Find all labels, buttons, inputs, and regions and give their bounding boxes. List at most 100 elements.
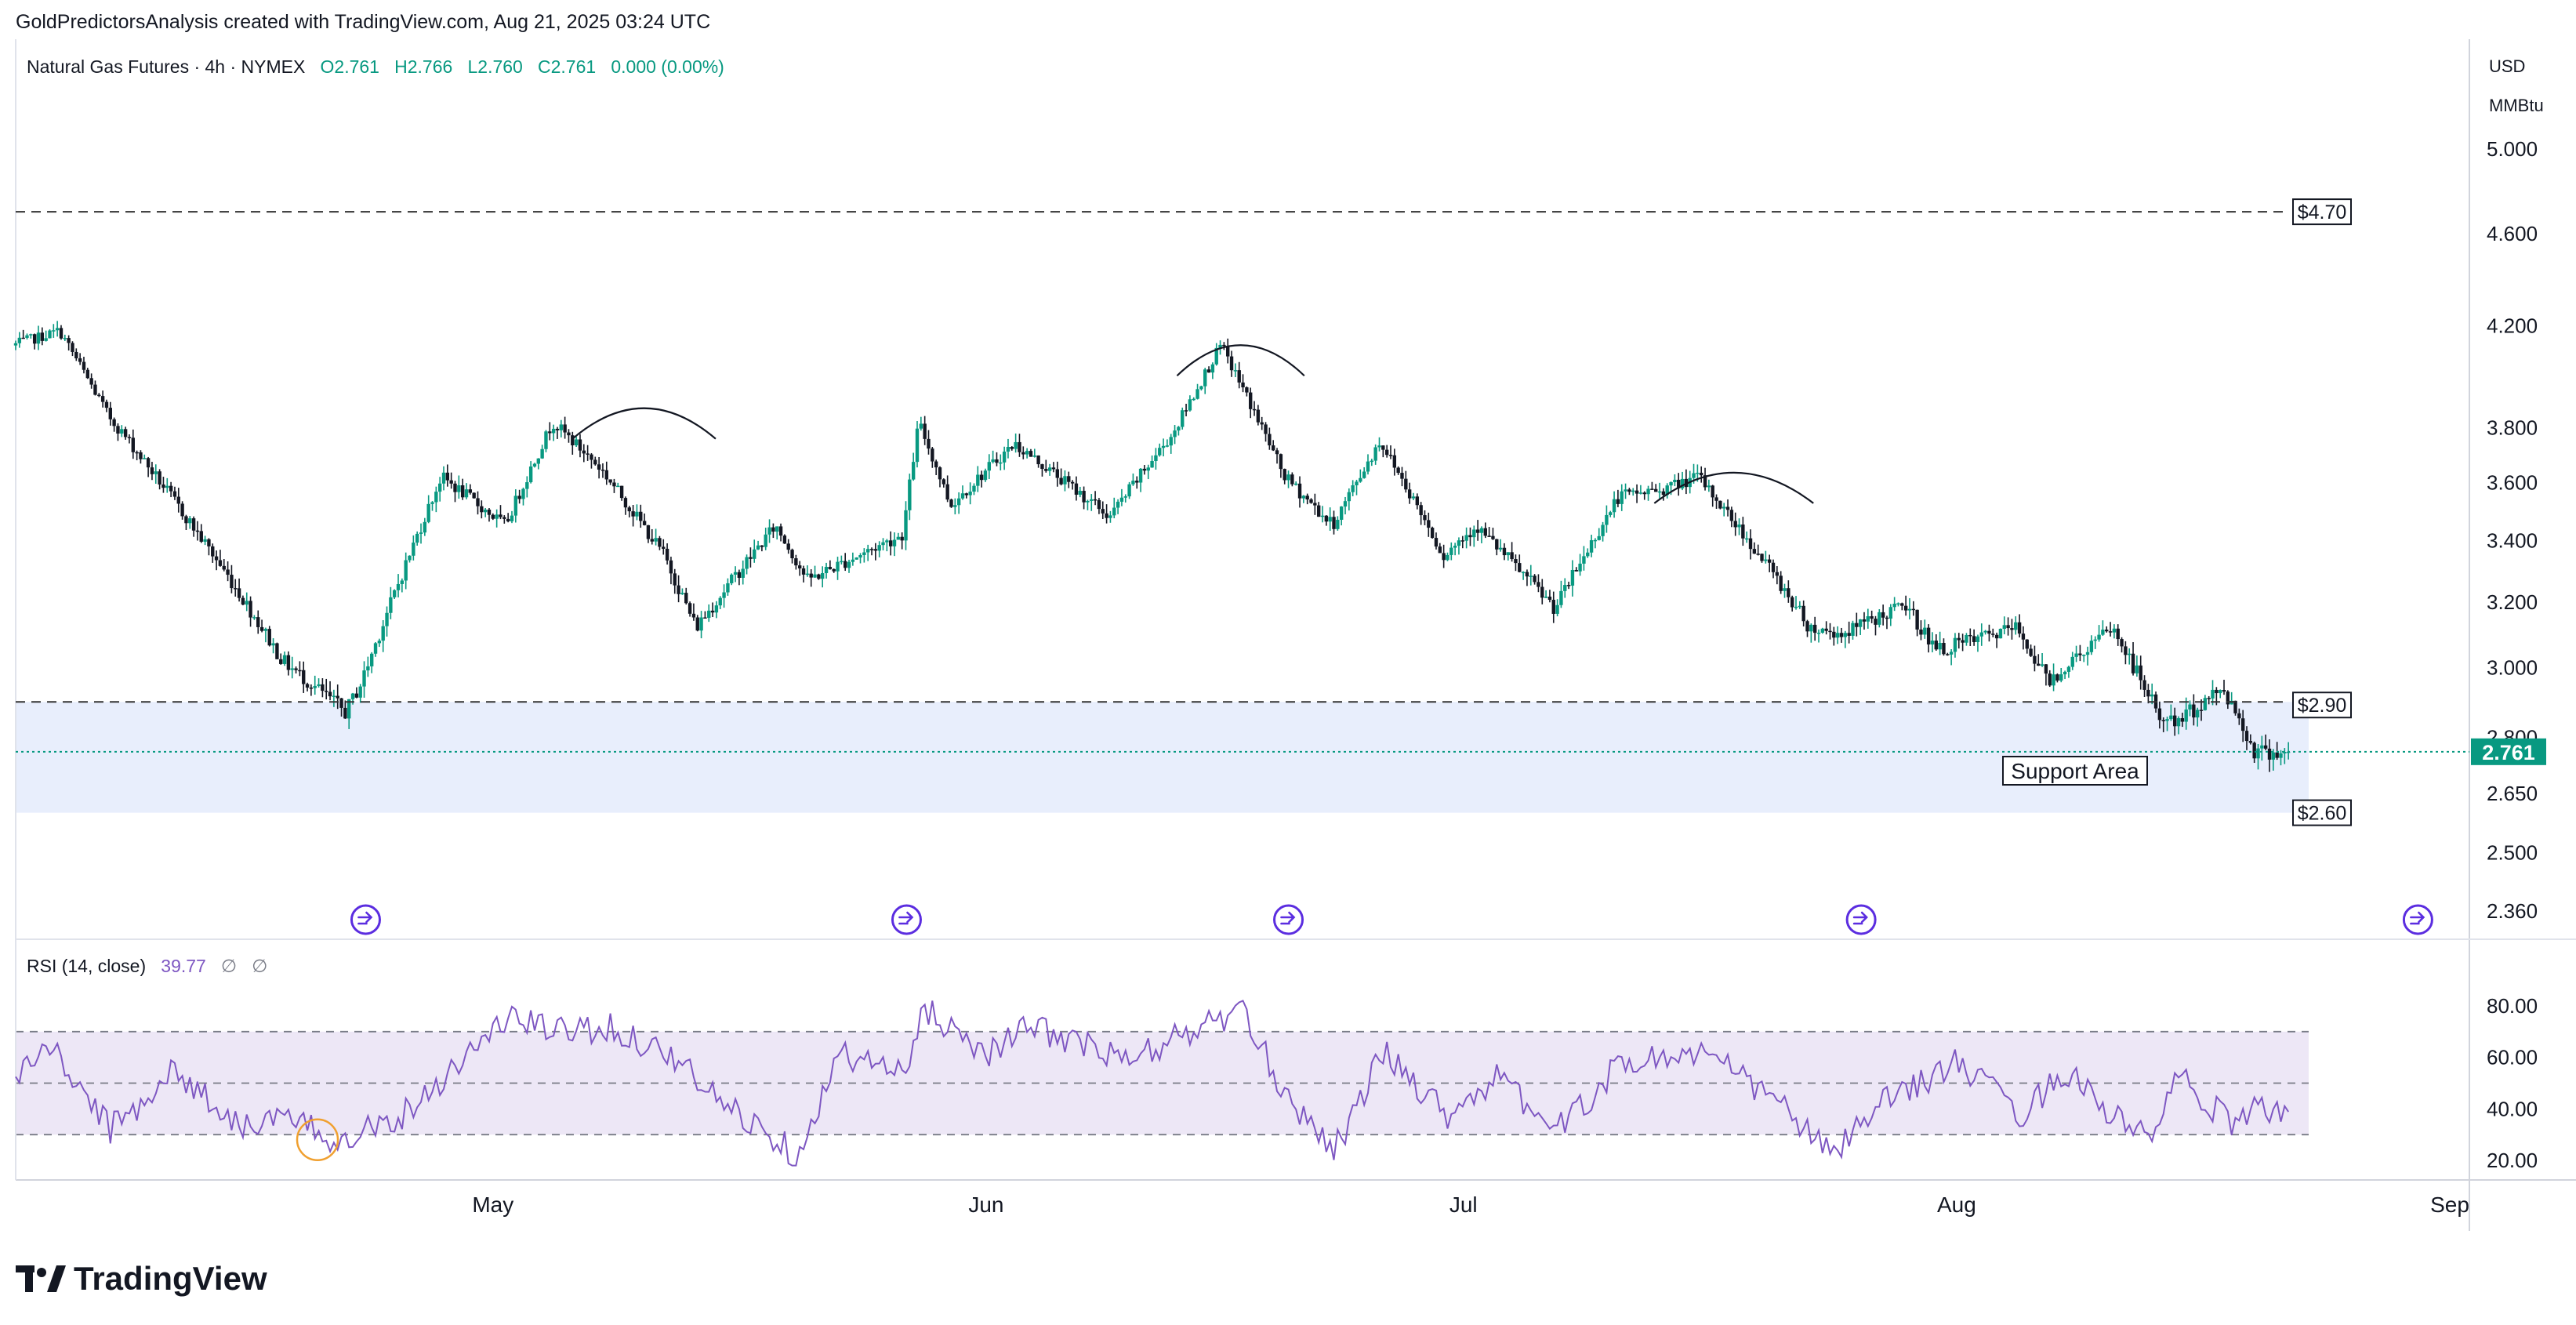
candle bbox=[1487, 527, 1491, 537]
event-marker-arrow-icon bbox=[2410, 911, 2425, 925]
candle bbox=[63, 334, 67, 341]
candle-body bbox=[1612, 499, 1616, 513]
candle bbox=[2142, 675, 2146, 698]
candle bbox=[487, 508, 492, 522]
candle-body bbox=[1082, 491, 1086, 503]
candle-body bbox=[2128, 653, 2132, 655]
event-marker[interactable] bbox=[1845, 904, 1877, 935]
candle-body bbox=[491, 514, 495, 519]
candle-body bbox=[1696, 472, 1700, 474]
candle-body bbox=[78, 358, 82, 362]
candle-body bbox=[722, 592, 726, 598]
level-label-support-top[interactable]: $2.90 bbox=[2298, 695, 2347, 717]
candle bbox=[726, 578, 730, 596]
candle bbox=[665, 543, 669, 565]
candle-body bbox=[517, 496, 521, 499]
candle bbox=[582, 444, 586, 463]
event-marker[interactable] bbox=[2402, 904, 2433, 935]
candle-body bbox=[521, 488, 525, 499]
candle bbox=[669, 557, 673, 585]
candle bbox=[2139, 655, 2142, 690]
candle-body bbox=[226, 569, 230, 575]
candle-body bbox=[1627, 489, 1631, 492]
event-marker[interactable] bbox=[1273, 904, 1304, 935]
candle bbox=[987, 454, 992, 480]
candle bbox=[590, 452, 593, 469]
candle bbox=[207, 538, 211, 556]
candle bbox=[1957, 633, 1961, 649]
candle bbox=[1991, 628, 1995, 637]
symbol-legend: Natural Gas Futures · 4h · NYMEX O2.761 … bbox=[27, 56, 724, 78]
candle-body bbox=[445, 472, 450, 481]
candle bbox=[1177, 426, 1181, 436]
event-marker[interactable] bbox=[350, 904, 381, 935]
candle-body bbox=[1547, 596, 1552, 601]
candle bbox=[1994, 632, 1999, 648]
candle-body bbox=[956, 498, 961, 506]
candle bbox=[1998, 628, 2003, 639]
candle-body bbox=[1184, 410, 1188, 412]
candle bbox=[1067, 471, 1071, 488]
candle bbox=[1366, 454, 1370, 475]
candle-body bbox=[650, 539, 654, 542]
candle-body bbox=[1487, 535, 1491, 537]
candle bbox=[2252, 741, 2256, 764]
level-label-support-bottom[interactable]: $2.60 bbox=[2298, 803, 2347, 825]
candle bbox=[1199, 385, 1203, 391]
candle-body bbox=[1146, 467, 1150, 471]
candle bbox=[89, 373, 93, 389]
candle-body bbox=[317, 684, 321, 686]
level-label-resistance[interactable]: $4.70 bbox=[2298, 201, 2347, 223]
candle-body bbox=[2037, 663, 2041, 666]
event-marker-circle bbox=[891, 904, 922, 935]
current-price-label: 2.761 bbox=[2482, 741, 2535, 764]
candle-body bbox=[1748, 538, 1753, 550]
candle-body bbox=[2078, 653, 2082, 655]
tradingview-logo[interactable]: TradingView bbox=[16, 1260, 267, 1298]
event-marker[interactable] bbox=[891, 904, 922, 935]
candle-body bbox=[756, 545, 760, 550]
candle bbox=[1305, 493, 1309, 505]
candle-body bbox=[2124, 646, 2128, 655]
candle-body bbox=[305, 684, 310, 688]
candle-body bbox=[2173, 715, 2177, 727]
candle-body bbox=[506, 518, 510, 521]
candle bbox=[1438, 543, 1442, 554]
candle-body bbox=[619, 485, 624, 499]
candle-body bbox=[354, 693, 359, 698]
candle bbox=[370, 652, 374, 673]
candle bbox=[1203, 368, 1207, 394]
candle bbox=[877, 541, 881, 557]
candle bbox=[824, 562, 829, 579]
candle bbox=[737, 569, 742, 586]
candle-body bbox=[1108, 515, 1112, 518]
price-unit-measure[interactable]: MMBtu bbox=[2489, 96, 2544, 115]
candle bbox=[161, 477, 165, 493]
candle-body bbox=[782, 535, 787, 544]
candle bbox=[1570, 560, 1575, 597]
candle-body bbox=[1427, 520, 1431, 528]
candle bbox=[2059, 667, 2063, 683]
candle bbox=[571, 431, 575, 455]
candle-body bbox=[1718, 500, 1722, 509]
symbol-name[interactable]: Natural Gas Futures · 4h · NYMEX bbox=[27, 56, 306, 77]
event-marker-arrow-icon bbox=[1852, 911, 1868, 925]
candle-body bbox=[1293, 483, 1298, 485]
candle bbox=[211, 543, 215, 563]
candle-body bbox=[2093, 639, 2097, 641]
candle-body bbox=[1771, 562, 1776, 572]
candle bbox=[1851, 620, 1855, 640]
candle-body bbox=[673, 573, 677, 586]
candle bbox=[778, 523, 783, 542]
rsi-title[interactable]: RSI (14, close) bbox=[27, 956, 147, 976]
candle bbox=[1411, 492, 1416, 501]
candle-body bbox=[2082, 655, 2086, 656]
candle-body bbox=[1491, 535, 1495, 539]
candle bbox=[1226, 338, 1230, 364]
price-unit-currency[interactable]: USD bbox=[2489, 56, 2526, 76]
candle bbox=[32, 333, 37, 350]
support-area-label[interactable]: Support Area bbox=[2011, 759, 2139, 783]
candle bbox=[794, 554, 798, 570]
level-label-resistance-box bbox=[2292, 198, 2352, 226]
